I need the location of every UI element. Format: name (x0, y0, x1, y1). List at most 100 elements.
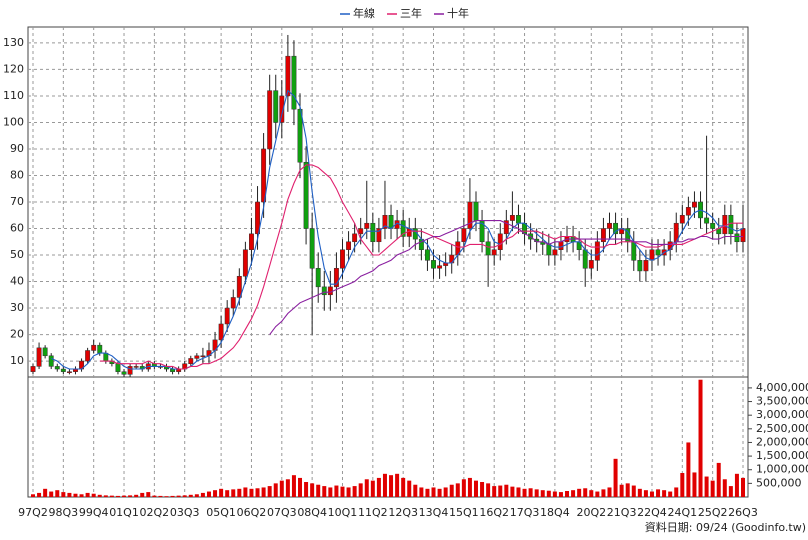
x-tick-label: 22Q4 (637, 506, 667, 519)
volume-bar (528, 488, 533, 497)
volume-bar (498, 485, 503, 497)
candle-body (370, 222, 376, 243)
candle-body (242, 249, 248, 277)
volume-bar (461, 479, 466, 497)
candle-body (42, 347, 48, 357)
x-tick-label: 17Q3 (510, 506, 540, 519)
x-tick-label: 07Q3 (267, 506, 297, 519)
y2-tick-label: 4,000,000 (756, 381, 808, 394)
x-tick-label: 20Q2 (576, 506, 606, 519)
candle-body (230, 297, 236, 309)
volume-bar (140, 492, 145, 497)
y-tick-label: 120 (3, 62, 24, 75)
candle-body (722, 215, 728, 235)
candle-body (424, 249, 430, 261)
volume-bar (656, 489, 661, 497)
volume-bar (577, 488, 582, 497)
volume-bar (97, 494, 102, 497)
candle-body (491, 249, 497, 256)
candle-body (358, 228, 364, 235)
candle-body (613, 222, 619, 235)
candle-body (48, 355, 54, 367)
candle-body (740, 228, 746, 243)
volume-bar (686, 442, 691, 497)
y2-tick-label: 1,000,000 (756, 463, 808, 476)
volume-bar (291, 475, 296, 497)
volume-bar (237, 488, 242, 497)
volume-bar (601, 489, 606, 497)
candle-body (704, 217, 710, 224)
y-tick-label: 60 (10, 222, 24, 235)
volume-bar (115, 495, 120, 497)
candle-body (431, 260, 436, 269)
volume-bar (49, 491, 54, 497)
x-tick-label: 01Q1 (109, 506, 139, 519)
y-tick-label: 80 (10, 168, 24, 181)
volume-bar (146, 492, 151, 497)
volume-bar (128, 495, 133, 497)
volume-bar (376, 477, 381, 497)
x-tick-label: 08Q4 (297, 506, 327, 519)
y-tick-label: 20 (10, 328, 24, 341)
volume-bar (492, 486, 497, 497)
candle-body (376, 228, 382, 243)
x-tick-label: 02Q2 (140, 506, 170, 519)
volume-bar (170, 495, 175, 497)
volume-bar (261, 487, 266, 497)
candle-body (643, 260, 649, 272)
volume-bar (164, 496, 169, 497)
volume-bar (486, 483, 491, 497)
y-tick-label: 90 (10, 142, 24, 155)
volume-bar (79, 494, 84, 497)
y-tick-label: 70 (10, 195, 24, 208)
candle-body (91, 344, 97, 351)
candle-body (66, 371, 72, 373)
x-tick-label: 18Q4 (540, 506, 570, 519)
candle-body (607, 222, 612, 229)
volume-bar (607, 487, 612, 497)
x-tick-label: 13Q4 (419, 506, 449, 519)
volume-bar (662, 490, 667, 497)
volume-bar (316, 484, 321, 497)
volume-bar (73, 493, 78, 497)
candle-body (255, 201, 260, 235)
volume-bar (279, 480, 284, 497)
volume-bar (285, 479, 290, 497)
volume-bar (613, 458, 618, 497)
volume-bar (231, 489, 236, 497)
volume-bar (352, 486, 357, 497)
volume-bar (67, 492, 72, 497)
candle-body (127, 366, 133, 375)
volume-bar (61, 492, 66, 497)
volume-bar (692, 472, 697, 497)
candle-body (85, 350, 91, 362)
volume-bar (382, 473, 387, 497)
volume-bar (389, 475, 394, 497)
candle-body (692, 201, 697, 208)
candle-body (685, 207, 691, 216)
volume-bar (583, 488, 588, 497)
volume-bar (674, 487, 679, 497)
candle-body (467, 201, 473, 229)
footnote: 資料日期: 09/24 (Goodinfo.tw) (645, 520, 806, 534)
volume-bar (249, 488, 254, 497)
candle-body (60, 368, 66, 372)
volume-bar (722, 479, 727, 497)
volume-bar (419, 487, 424, 497)
candle-body (503, 220, 509, 235)
candle-body (267, 90, 273, 150)
candle-body (437, 265, 443, 269)
candle-body (188, 358, 194, 364)
candle-body (30, 366, 36, 372)
volume-bar (565, 491, 570, 497)
x-tick-label: 11Q2 (358, 506, 388, 519)
candle-body (315, 268, 321, 288)
ma-line (269, 220, 743, 335)
candle-body (461, 228, 467, 243)
volume-bar (219, 488, 224, 497)
volume-bar (85, 492, 90, 497)
volume-bar (728, 486, 733, 497)
ma-line (99, 164, 743, 370)
x-tick-label: 05Q1 (206, 506, 236, 519)
y2-tick-label: 1,500,000 (756, 449, 808, 462)
